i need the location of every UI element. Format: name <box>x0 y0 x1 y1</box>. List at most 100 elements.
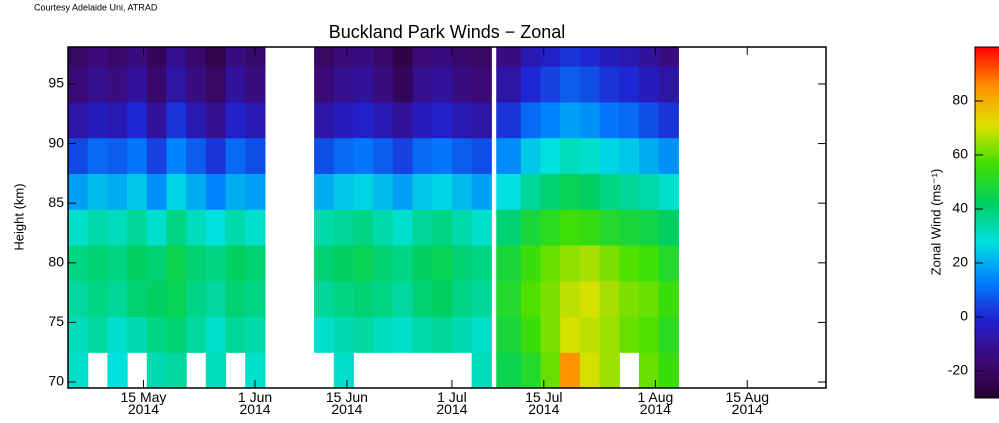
heat-cell <box>373 101 394 139</box>
heat-cell <box>205 137 227 174</box>
heat-cell <box>353 280 374 318</box>
heat-cell <box>205 316 227 353</box>
heat-cell <box>245 280 266 318</box>
heat-cell <box>333 352 355 388</box>
heat-cell <box>540 316 561 353</box>
heat-cell <box>333 173 355 210</box>
x-tick-label: 1 Jun 2014 <box>238 389 272 417</box>
x-tick-label: 15 May 2014 <box>121 389 167 417</box>
heat-cell <box>245 47 266 67</box>
heat-cell <box>658 47 679 67</box>
heat-cell <box>225 66 246 103</box>
heat-cell <box>314 280 335 318</box>
heat-cell <box>451 280 473 318</box>
heat-cell <box>146 66 168 103</box>
colorbar-tick-label: 0 <box>960 308 968 324</box>
heat-cell <box>451 209 473 246</box>
heat-cell <box>127 280 148 318</box>
heat-cell <box>245 173 266 210</box>
heat-cell <box>205 209 227 246</box>
heat-cell <box>146 244 168 282</box>
heat-cell <box>205 352 227 388</box>
heat-cell <box>619 280 640 318</box>
heat-cell <box>579 244 601 282</box>
heat-cell <box>392 209 414 246</box>
heat-cell <box>314 173 335 210</box>
heat-cell <box>107 280 128 318</box>
heat-cell <box>412 47 433 67</box>
x-tick-label: 1 Jul 2014 <box>436 389 467 417</box>
heat-cell <box>68 47 89 67</box>
heat-cell <box>496 47 527 67</box>
y-tick-label: 85 <box>48 194 64 210</box>
heat-cell <box>658 66 679 103</box>
heat-cell <box>658 316 679 353</box>
heat-cell <box>245 209 266 246</box>
heat-cell <box>68 66 89 103</box>
heat-cell <box>333 280 355 318</box>
heat-cell <box>638 47 660 67</box>
heat-cell <box>599 66 620 103</box>
heat-cell <box>68 316 89 353</box>
heat-cell <box>205 280 227 318</box>
heat-cell <box>471 280 492 318</box>
heat-cell <box>658 352 679 388</box>
heat-cell <box>412 280 433 318</box>
y-tick-label: 75 <box>48 313 64 329</box>
heat-cell <box>146 352 168 388</box>
heat-cell <box>166 66 187 103</box>
heat-cell <box>540 244 561 282</box>
heat-cell <box>107 66 128 103</box>
plot-frame <box>67 46 827 389</box>
heat-cell <box>432 47 453 67</box>
heat-cell <box>186 47 207 67</box>
heat-cell <box>87 244 108 282</box>
heat-cell <box>127 66 148 103</box>
heat-cell <box>540 209 561 246</box>
colorbar-tick-label: -20 <box>948 362 968 378</box>
heat-cell <box>186 101 207 139</box>
heat-cell <box>87 66 108 103</box>
heat-cell <box>471 137 492 174</box>
heatmap <box>68 47 679 388</box>
heat-cell <box>520 316 542 353</box>
heat-cell <box>205 101 227 139</box>
heat-cell <box>412 316 433 353</box>
heat-cell <box>353 173 374 210</box>
heat-cell <box>471 209 492 246</box>
heat-cell <box>471 352 492 388</box>
heat-cell <box>314 316 335 353</box>
heat-cell <box>166 137 187 174</box>
heat-cell <box>471 101 492 139</box>
heat-cell <box>560 352 581 388</box>
heat-cell <box>146 101 168 139</box>
heat-cell <box>638 352 660 388</box>
heat-cell <box>245 137 266 174</box>
y-tick-label: 95 <box>48 75 64 91</box>
heat-cell <box>579 66 601 103</box>
heat-cell <box>451 137 473 174</box>
heat-cell <box>599 137 620 174</box>
heat-cell <box>225 209 246 246</box>
heat-cell <box>225 316 246 353</box>
heat-cell <box>166 352 187 388</box>
heat-cell <box>579 280 601 318</box>
heat-cell <box>68 280 89 318</box>
heat-cell <box>619 66 640 103</box>
heat-cell <box>412 101 433 139</box>
heat-cell <box>107 352 128 388</box>
heat-cell <box>68 352 89 388</box>
heat-cell <box>353 316 374 353</box>
heat-cell <box>520 209 542 246</box>
heat-cell <box>127 101 148 139</box>
heat-cell <box>353 209 374 246</box>
heat-cell <box>540 352 561 388</box>
heat-cell <box>166 316 187 353</box>
heat-cell <box>186 280 207 318</box>
heat-cell <box>333 244 355 282</box>
heat-cell <box>186 66 207 103</box>
heat-cell <box>392 47 414 67</box>
chart-title: Buckland Park Winds − Zonal <box>329 22 566 42</box>
heat-cell <box>392 137 414 174</box>
y-axis-label: Height (km) <box>11 183 26 250</box>
